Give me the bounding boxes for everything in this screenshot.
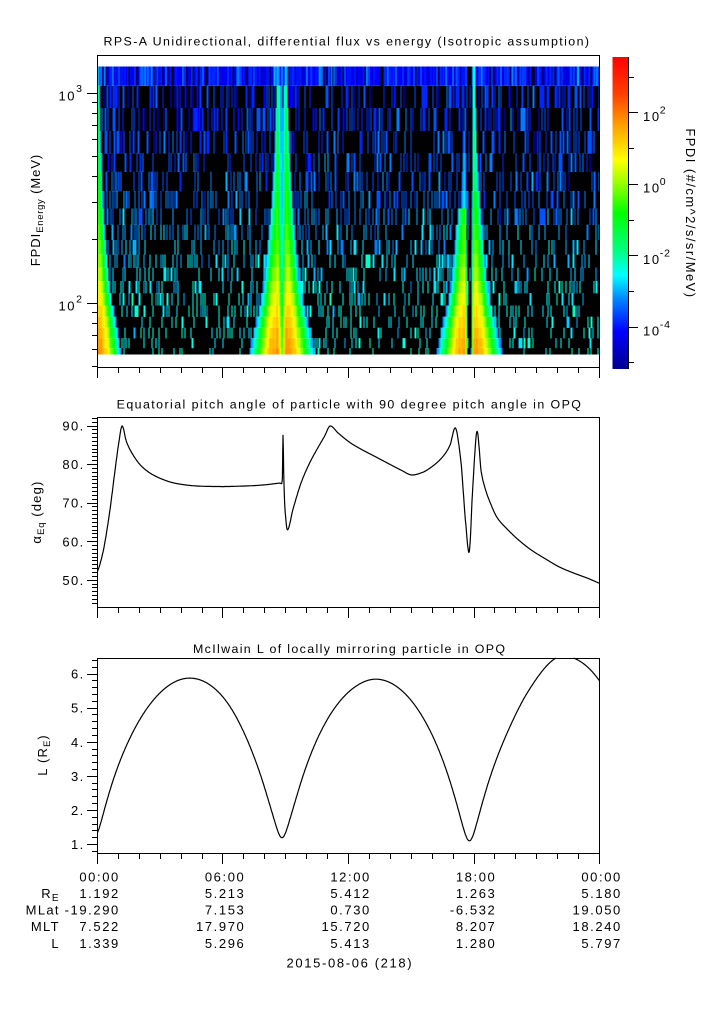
svg-text:-19.290: -19.290 <box>65 903 120 918</box>
svg-text:102: 102 <box>58 293 83 313</box>
svg-text:5.296: 5.296 <box>205 936 246 951</box>
svg-text:2.: 2. <box>71 803 85 818</box>
svg-text:L: L <box>51 936 60 951</box>
svg-text:5.: 5. <box>71 701 85 716</box>
svg-text:90.: 90. <box>62 419 84 434</box>
svg-text:5.213: 5.213 <box>205 886 246 901</box>
svg-text:19.050: 19.050 <box>573 903 622 918</box>
svg-text:Equatorial pitch angle of part: Equatorial pitch angle of particle with … <box>117 398 583 412</box>
svg-text:7.522: 7.522 <box>79 919 120 934</box>
svg-text:2: 2 <box>660 105 667 117</box>
svg-text:00:00: 00:00 <box>79 870 120 885</box>
svg-text:10: 10 <box>643 323 661 338</box>
svg-text:17.970: 17.970 <box>196 919 245 934</box>
svg-text:18.240: 18.240 <box>573 919 622 934</box>
svg-text:0: 0 <box>660 176 667 188</box>
svg-text:3.: 3. <box>71 769 85 784</box>
svg-text:1.263: 1.263 <box>456 886 497 901</box>
svg-text:10: 10 <box>643 252 661 267</box>
svg-text:5.413: 5.413 <box>330 936 371 951</box>
svg-text:80.: 80. <box>62 457 84 472</box>
svg-text:RPS-A Unidirectional, differen: RPS-A Unidirectional, differential flux … <box>104 35 591 49</box>
svg-text:McIlwain L of locally mirrorin: McIlwain L of locally mirroring particle… <box>193 642 506 656</box>
svg-text:4.: 4. <box>71 735 85 750</box>
svg-text:5.412: 5.412 <box>330 886 371 901</box>
svg-text:50.: 50. <box>62 573 84 588</box>
svg-text:6.: 6. <box>71 667 85 682</box>
svg-text:1.339: 1.339 <box>79 936 120 951</box>
svg-text:5.797: 5.797 <box>581 936 622 951</box>
svg-text:2015-08-06 (218): 2015-08-06 (218) <box>287 955 414 970</box>
svg-text:MLat: MLat <box>26 903 60 918</box>
svg-text:60.: 60. <box>62 534 84 549</box>
svg-text:-6.532: -6.532 <box>450 903 496 918</box>
svg-text:70.: 70. <box>62 496 84 511</box>
svg-text:00:00: 00:00 <box>581 870 622 885</box>
svg-text:8.207: 8.207 <box>456 919 497 934</box>
svg-text:18:00: 18:00 <box>456 870 497 885</box>
svg-text:7.153: 7.153 <box>205 903 246 918</box>
svg-text:MLT: MLT <box>31 919 60 934</box>
svg-text:12:00: 12:00 <box>330 870 371 885</box>
svg-text:1.: 1. <box>71 837 85 852</box>
svg-text:FPDI (#/cm^2/s/sr/MeV): FPDI (#/cm^2/s/sr/MeV) <box>683 128 698 298</box>
svg-text:1.280: 1.280 <box>456 936 497 951</box>
svg-text:-2: -2 <box>660 248 671 260</box>
svg-text:0.730: 0.730 <box>330 903 371 918</box>
svg-text:10: 10 <box>643 109 661 124</box>
svg-text:FPDIEnergy (MeV): FPDIEnergy (MeV) <box>28 154 46 266</box>
svg-text:15.720: 15.720 <box>322 919 371 934</box>
svg-text:06:00: 06:00 <box>205 870 246 885</box>
svg-text:1.192: 1.192 <box>79 886 120 901</box>
svg-text:-4: -4 <box>660 319 671 331</box>
svg-text:5.180: 5.180 <box>581 886 622 901</box>
svg-text:103: 103 <box>58 83 83 103</box>
svg-text:10: 10 <box>643 181 661 196</box>
